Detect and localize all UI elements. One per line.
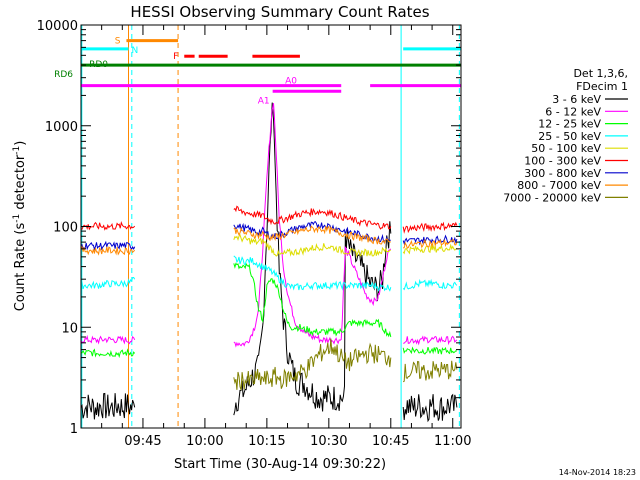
x-tick-label: 10:00 [186,434,223,449]
series-line [402,346,458,355]
plot-area: S N F RD6 A0 A1 RD0 [54,25,461,428]
flag-bar-a1: A1 [258,89,342,106]
series-line [403,335,458,346]
series-line [233,221,391,243]
series-3to6keV [80,102,458,423]
y-axis-label-end: ) [13,141,28,146]
series-line [402,278,458,291]
timestamp: 14-Nov-2014 18:23 [559,468,636,477]
series-line [402,393,458,423]
flag-bar-s: S [115,37,179,47]
series-line [233,338,392,391]
detector-info-line1: Det 1,3,6, [573,67,628,80]
flag-label: A0 [285,77,297,87]
flag-label: S [115,37,121,47]
series-line [402,221,458,234]
y-tick-label: 10 [61,321,78,336]
legend-label: 6 - 12 keV [545,105,601,118]
legend-label: 3 - 6 keV [552,93,601,106]
x-tick-label: 11:00 [434,434,471,449]
legend-label: 25 - 50 keV [538,130,601,143]
series-line [402,234,458,246]
y-axis-label-mid: detector [13,154,28,214]
flag-label: RD6 [54,70,73,80]
series-line [80,220,136,231]
y-tick-label: 10000 [37,19,78,34]
legend-label: 100 - 300 keV [524,155,601,168]
series-line [233,103,392,348]
series-line [403,238,458,249]
flag-label: A1 [258,96,270,106]
series-6to12keV [80,103,458,348]
axes: 1 10 100 1000 10000 09:45 10:00 10:15 10:30 10:45… [37,19,472,449]
y-axis-label: Count Rate (s-1 detector-1) [12,141,28,312]
y-axis-label-main: Count Rate (s [13,223,28,312]
x-tick-label: 10:15 [248,434,285,449]
series-line [80,245,136,256]
legend-label: 50 - 100 keV [531,142,601,155]
y-tick-label: 100 [53,221,78,236]
series-300to800keV [80,221,458,251]
y-tick-label: 1000 [45,120,78,135]
detector-info-line2: FDecim 1 [576,80,628,93]
legend-label: 300 - 800 keV [524,167,601,180]
series-line [402,243,458,255]
flag-label: N [132,46,139,56]
series-line [80,334,136,345]
x-tick-label: 10:45 [372,434,409,449]
flag-bar-rd6: RD6 [54,63,461,80]
flag-bar-n: N [81,46,138,56]
series-line [233,225,391,245]
series-50to100keV [233,233,458,258]
chart-title: HESSI Observing Summary Count Rates [130,3,429,21]
series-line [233,255,392,292]
y-axis-label-sup1: -1 [12,214,22,223]
series-line [233,233,391,258]
series-line [80,240,136,251]
series-line [233,262,392,338]
flag-label: F [173,52,178,62]
series-800to7000keV [80,225,458,256]
y-axis-label-sup2: -1 [12,146,22,155]
series-line [80,392,136,420]
legend-label: 800 - 7000 keV [517,179,601,192]
series-line [402,360,458,383]
series-line [80,276,136,290]
flag-bar-f: F [173,52,300,62]
flag-label-rd0: RD0 [89,60,108,70]
y-tick-label: 1 [70,422,78,437]
series-line [80,348,136,359]
x-tick-label: 10:30 [310,434,347,449]
series-7000to20000keV [233,338,458,391]
flag-bar-a0: A0 [81,77,461,88]
series-100to300keV [80,205,458,234]
legend-label: 12 - 25 keV [538,118,601,131]
x-tick-label: 09:45 [124,434,161,449]
series-12to25keV [80,262,458,359]
series-line [233,205,392,230]
x-axis-label: Start Time (30-Aug-14 09:30:22) [174,457,386,472]
series-line [233,102,392,416]
legend-label: 7000 - 20000 keV [503,191,601,204]
series-25to50keV [80,255,458,292]
